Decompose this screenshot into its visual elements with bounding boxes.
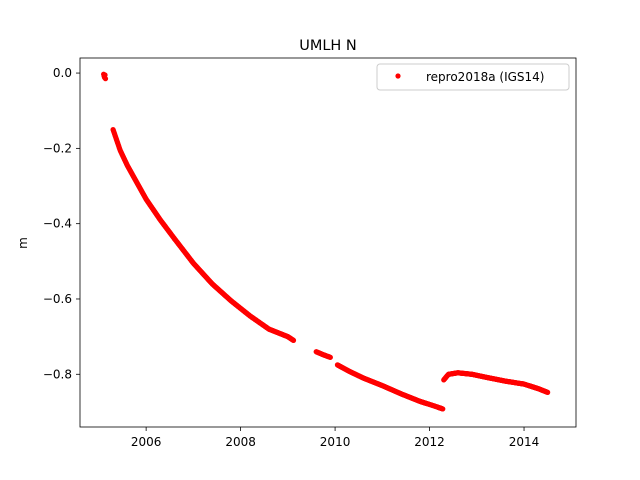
y-tick-label: −0.4 [43, 217, 72, 231]
y-tick-label: −0.8 [43, 367, 72, 381]
y-axis-label: m [16, 237, 30, 249]
x-tick-label: 2010 [320, 435, 351, 449]
x-tick-label: 2008 [225, 435, 256, 449]
legend: repro2018a (IGS14) [376, 63, 570, 91]
x-tick-label: 2006 [131, 435, 162, 449]
y-tick-label: −0.2 [43, 141, 72, 155]
y-tick-label: 0.0 [53, 66, 72, 80]
y-tick-label: −0.6 [43, 292, 72, 306]
data-point [102, 76, 109, 82]
axis-ticks: 2006 2008 2010 2012 2014 0.0 −0.2 −0.4 −0.6 −0.8 [43, 66, 539, 449]
legend-box [376, 63, 570, 91]
data-point [327, 354, 333, 360]
data-point [290, 337, 297, 343]
chart-title: UMLH N [299, 38, 357, 54]
data-point [102, 72, 108, 78]
x-tick-label: 2012 [414, 435, 445, 449]
data-point [440, 406, 446, 412]
legend-marker [395, 73, 401, 79]
data-point [545, 389, 551, 395]
scatter-series [101, 71, 551, 412]
x-tick-label: 2014 [509, 435, 540, 449]
legend-label: repro2018a (IGS14) [426, 70, 544, 84]
plot-frame [79, 57, 577, 428]
